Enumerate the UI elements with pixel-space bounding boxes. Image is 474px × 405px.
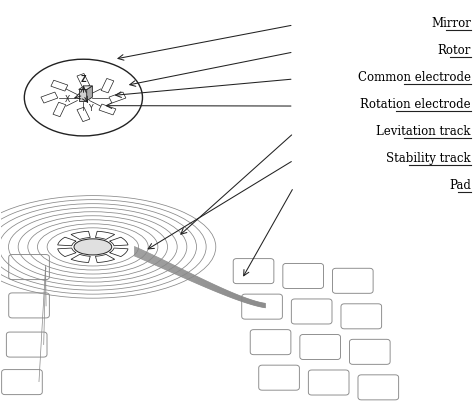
Polygon shape xyxy=(79,90,87,101)
Text: X: X xyxy=(65,95,71,104)
Text: Rotor: Rotor xyxy=(438,44,471,57)
Polygon shape xyxy=(87,86,92,101)
Text: Common electrode: Common electrode xyxy=(358,71,471,84)
Text: Mirror: Mirror xyxy=(431,17,471,30)
Ellipse shape xyxy=(74,239,112,255)
Text: Z: Z xyxy=(81,75,87,84)
Text: Stability track: Stability track xyxy=(386,152,471,165)
Text: Y: Y xyxy=(89,104,93,113)
Polygon shape xyxy=(79,86,92,90)
Text: Rotation electrode: Rotation electrode xyxy=(360,98,471,111)
Text: Levitation track: Levitation track xyxy=(376,125,471,138)
Text: Pad: Pad xyxy=(449,179,471,192)
